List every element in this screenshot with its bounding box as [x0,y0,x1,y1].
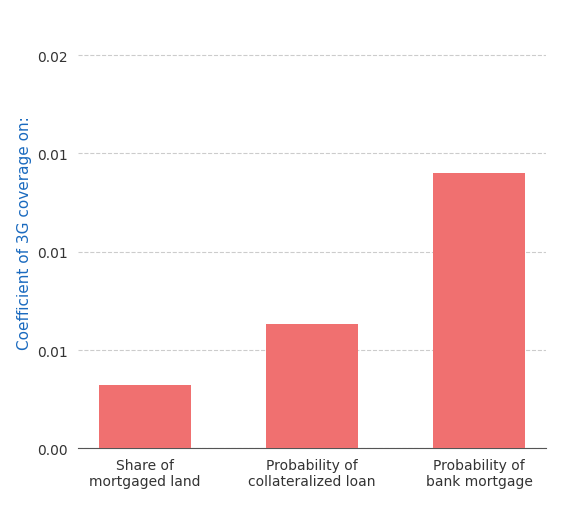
Y-axis label: Coefficient of 3G coverage on:: Coefficient of 3G coverage on: [17,116,32,349]
Bar [266,325,358,448]
Bar [433,174,525,448]
Bar [99,386,191,448]
